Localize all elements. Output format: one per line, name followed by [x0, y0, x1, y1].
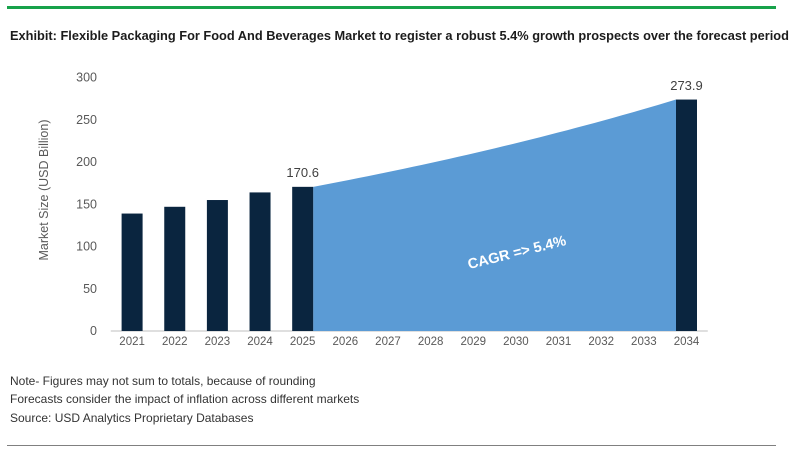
svg-text:100: 100 [76, 240, 97, 254]
svg-text:2022: 2022 [162, 336, 188, 348]
svg-text:2028: 2028 [418, 336, 444, 348]
svg-text:50: 50 [83, 282, 97, 296]
svg-text:200: 200 [76, 155, 97, 169]
svg-text:2030: 2030 [503, 336, 529, 348]
svg-text:2023: 2023 [205, 336, 231, 348]
svg-text:150: 150 [76, 197, 97, 211]
svg-text:2034: 2034 [674, 336, 700, 348]
svg-text:2032: 2032 [588, 336, 614, 348]
svg-text:273.9: 273.9 [670, 78, 703, 93]
svg-text:2031: 2031 [546, 336, 572, 348]
svg-text:2027: 2027 [375, 336, 401, 348]
svg-text:170.6: 170.6 [286, 165, 319, 180]
svg-text:2025: 2025 [290, 336, 316, 348]
svg-text:250: 250 [76, 113, 97, 127]
svg-text:2024: 2024 [247, 336, 273, 348]
svg-text:2033: 2033 [631, 336, 657, 348]
svg-text:0: 0 [90, 324, 97, 338]
svg-text:2026: 2026 [333, 336, 359, 348]
svg-text:2029: 2029 [460, 336, 486, 348]
svg-text:300: 300 [76, 71, 97, 85]
svg-text:2021: 2021 [119, 336, 145, 348]
svg-text:Market Size (USD Billion): Market Size (USD Billion) [37, 119, 51, 260]
